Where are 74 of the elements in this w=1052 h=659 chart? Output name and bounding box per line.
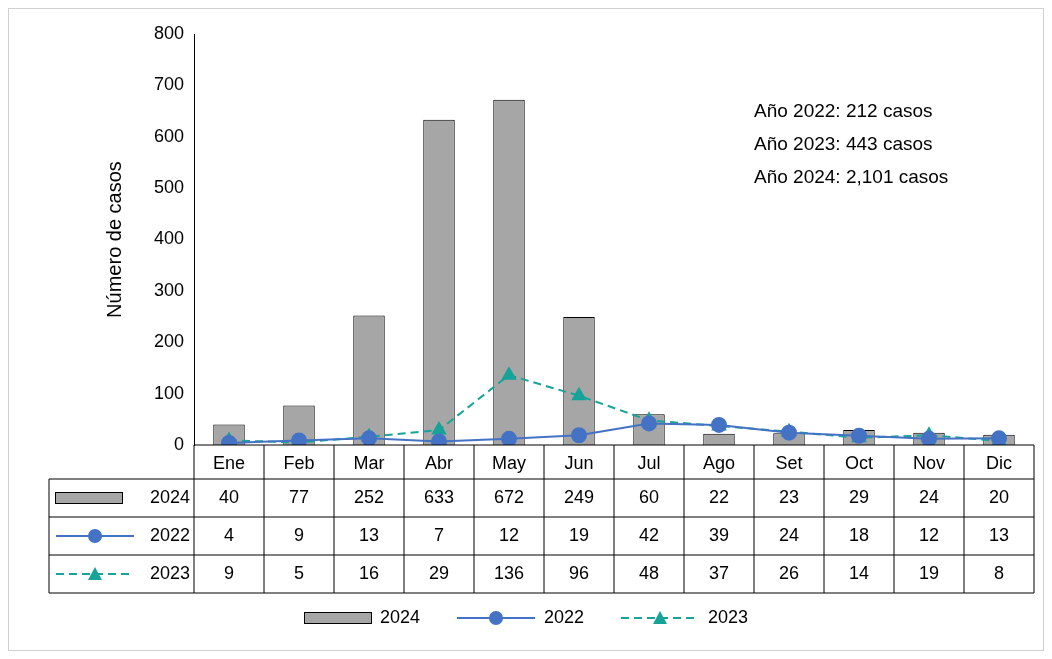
data-label: 60 xyxy=(638,486,660,507)
data-label: 19 xyxy=(918,562,940,583)
data-label: 9 xyxy=(293,524,305,545)
data-label: 20 xyxy=(988,486,1010,507)
data-label: 5 xyxy=(293,562,305,583)
x-tick-label: Abr xyxy=(424,452,454,473)
data-label: 8 xyxy=(993,562,1005,583)
text: 2022 xyxy=(543,607,585,627)
data-label: 672 xyxy=(493,486,525,507)
data-label: 96 xyxy=(568,562,590,583)
data-label: 48 xyxy=(638,562,660,583)
point xyxy=(501,367,517,380)
data-label: 24 xyxy=(778,524,800,545)
y-tick-label: 800 xyxy=(153,22,184,43)
data-label: 12 xyxy=(918,524,940,545)
legend-label: 2024 xyxy=(149,486,190,507)
y-tick-label: 700 xyxy=(153,74,184,95)
y-tick-label: 200 xyxy=(153,331,184,352)
y-tick-label: 100 xyxy=(153,382,184,403)
y-tick-label: 300 xyxy=(153,279,184,300)
y-axis-title: Número de casos xyxy=(102,161,125,318)
y-tick-label: 0 xyxy=(173,433,184,454)
y-tick-label: 600 xyxy=(153,125,184,146)
annotation: Año 2022: 212 casos xyxy=(754,100,933,122)
text: 2023 xyxy=(708,607,749,627)
data-label: 14 xyxy=(848,562,870,583)
data-label: 12 xyxy=(498,524,520,545)
x-tick-label: Jul xyxy=(637,452,661,473)
data-label: 39 xyxy=(708,524,730,545)
data-label: 4 xyxy=(223,524,235,545)
point xyxy=(571,427,587,444)
text: 2024 xyxy=(379,607,420,627)
legend-label: 2023 xyxy=(149,562,190,583)
data-label: 13 xyxy=(358,524,380,545)
data-label: 633 xyxy=(423,486,455,507)
x-tick-label: Dic xyxy=(986,452,1012,473)
x-tick-label: Oct xyxy=(844,452,874,473)
point xyxy=(431,422,447,435)
data-label: 37 xyxy=(708,562,730,583)
x-tick-label: Ago xyxy=(702,452,736,473)
x-tick-label: Mar xyxy=(353,452,385,473)
data-label: 42 xyxy=(638,524,660,545)
point xyxy=(921,430,937,445)
y-tick-label: 500 xyxy=(153,177,184,198)
data-label: 29 xyxy=(428,562,450,583)
legend-label: 2022 xyxy=(149,524,190,545)
y-tick-label: 400 xyxy=(153,228,184,249)
data-label: 249 xyxy=(563,486,595,507)
data-label: 9 xyxy=(223,562,235,583)
x-tick-label: Feb xyxy=(283,452,315,473)
point xyxy=(501,430,517,445)
data-label: 23 xyxy=(778,486,800,507)
data-label: 26 xyxy=(778,562,800,583)
data-label: 22 xyxy=(708,486,730,507)
data-label: 16 xyxy=(358,562,380,583)
data-label: 18 xyxy=(848,524,870,545)
data-label: 19 xyxy=(568,524,590,545)
data-label: 7 xyxy=(433,524,445,545)
data-label: 136 xyxy=(493,562,525,583)
point xyxy=(571,387,587,401)
x-tick-label: Ene xyxy=(212,452,246,473)
data-label: 40 xyxy=(218,486,240,507)
data-label: 24 xyxy=(918,486,940,507)
annotation: Año 2023: 443 casos xyxy=(754,133,933,155)
data-label: 29 xyxy=(848,486,870,507)
x-tick-label: Set xyxy=(775,452,803,473)
x-tick-label: Nov xyxy=(912,452,946,473)
point xyxy=(781,424,797,441)
data-label: 252 xyxy=(353,486,385,507)
data-label: 13 xyxy=(988,524,1010,545)
x-tick-label: May xyxy=(491,452,527,473)
annotation: Año 2024: 2,101 casos xyxy=(754,166,949,188)
data-label: 77 xyxy=(288,486,310,507)
x-tick-label: Jun xyxy=(564,452,594,473)
